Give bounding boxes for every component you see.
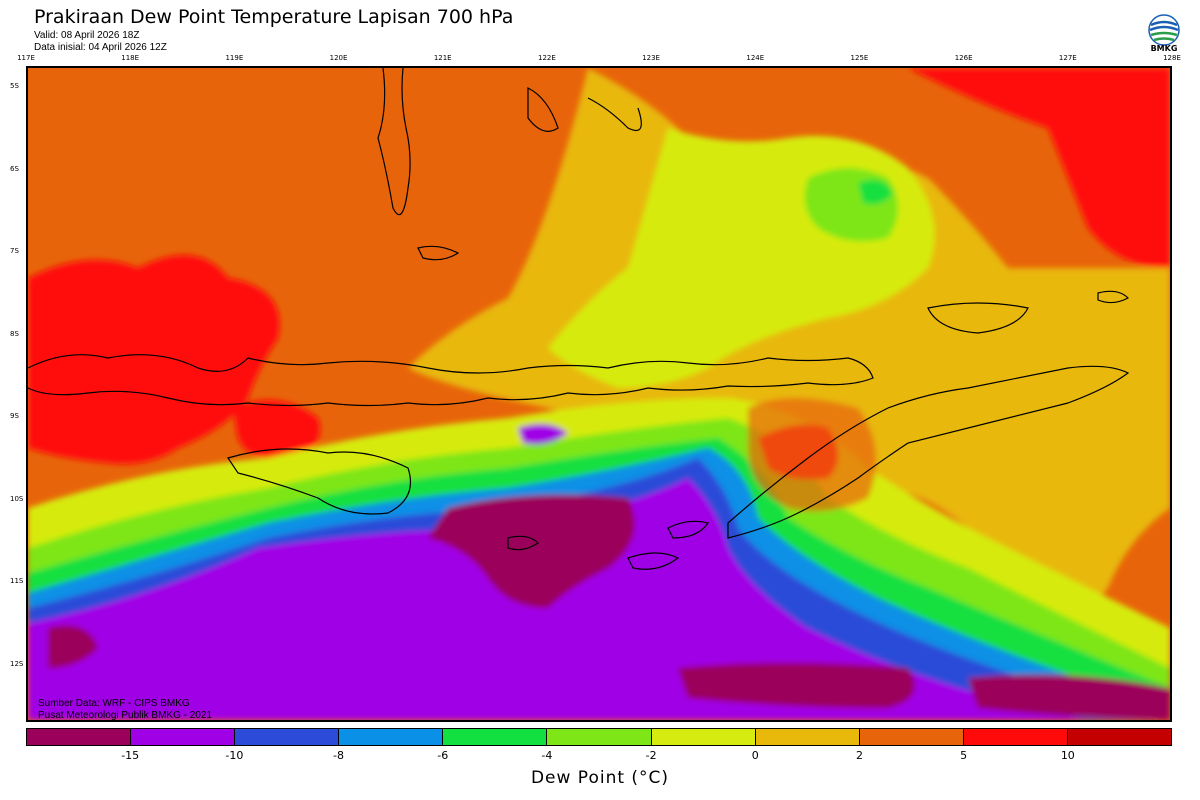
colorbar-tick-label: 10 (1060, 749, 1075, 762)
colorbar-tick-label: 2 (855, 749, 863, 762)
colorbar-swatch (235, 729, 340, 745)
lat-label: 10S (10, 494, 24, 503)
lat-label: 11S (10, 577, 24, 585)
colorbar-title: Dew Point (°C) (530, 768, 670, 788)
bmkg-logo-icon (1148, 14, 1180, 46)
lon-label: 126E (954, 54, 973, 62)
colorbar-tick-label: -2 (645, 749, 657, 762)
colorbar-tick-label: 5 (960, 749, 968, 762)
colorbar-swatch (755, 729, 860, 745)
lat-label: 9S (10, 412, 19, 420)
valid-time: Valid: 08 April 2026 18Z (34, 30, 140, 41)
colorbar-swatch (339, 729, 444, 745)
dew-point-field (28, 68, 1170, 720)
colorbar-tick-label: -6 (437, 749, 449, 762)
lat-label: 6S (10, 164, 19, 173)
lon-label: 122E (538, 54, 556, 62)
colorbar-tick-label: -4 (541, 749, 553, 762)
colorbar-swatch (1067, 729, 1172, 745)
lon-label: 127E (1058, 54, 1077, 62)
data-source-credit: Sumber Data: WRF - CIPS BMKG (38, 698, 190, 709)
lon-label: 123E (642, 54, 660, 62)
lon-label: 119E (225, 54, 244, 62)
lat-label: 8S (10, 329, 19, 338)
logo-text: BMKG (1150, 44, 1178, 53)
lon-label: 118E (121, 54, 140, 62)
colorbar-swatch (963, 729, 1068, 745)
colorbar-tick-label: -15 (121, 749, 140, 762)
initial-data-time: Data inisial: 04 April 2026 12Z (34, 42, 167, 53)
colorbar-swatch (547, 729, 652, 745)
dew-point-map[interactable] (26, 66, 1172, 722)
lon-label: 120E (329, 54, 348, 62)
colorbar-tick-label: 0 (751, 749, 759, 762)
colorbar-swatch (131, 729, 236, 745)
lon-label: 117E (17, 54, 35, 62)
colorbar-tick-label: -8 (333, 749, 345, 762)
colorbar-swatch (27, 729, 132, 745)
lon-label: 124E (746, 54, 765, 62)
lat-label: 5S (10, 82, 19, 90)
map-title: Prakiraan Dew Point Temperature Lapisan … (34, 6, 514, 28)
organization-credit: Pusat Meteorologi Publik BMKG - 2021 (38, 710, 212, 721)
colorbar (26, 728, 1172, 746)
lon-label: 128E (1163, 54, 1181, 62)
lat-label: 12S (10, 659, 24, 668)
colorbar-tick-label: -10 (225, 749, 244, 762)
lon-label: 125E (850, 54, 869, 62)
lat-label: 7S (10, 247, 19, 255)
colorbar-swatch (443, 729, 548, 745)
lon-label: 121E (433, 54, 452, 62)
coastlines (28, 68, 1130, 570)
colorbar-swatch (651, 729, 756, 745)
colorbar-swatch (859, 729, 964, 745)
